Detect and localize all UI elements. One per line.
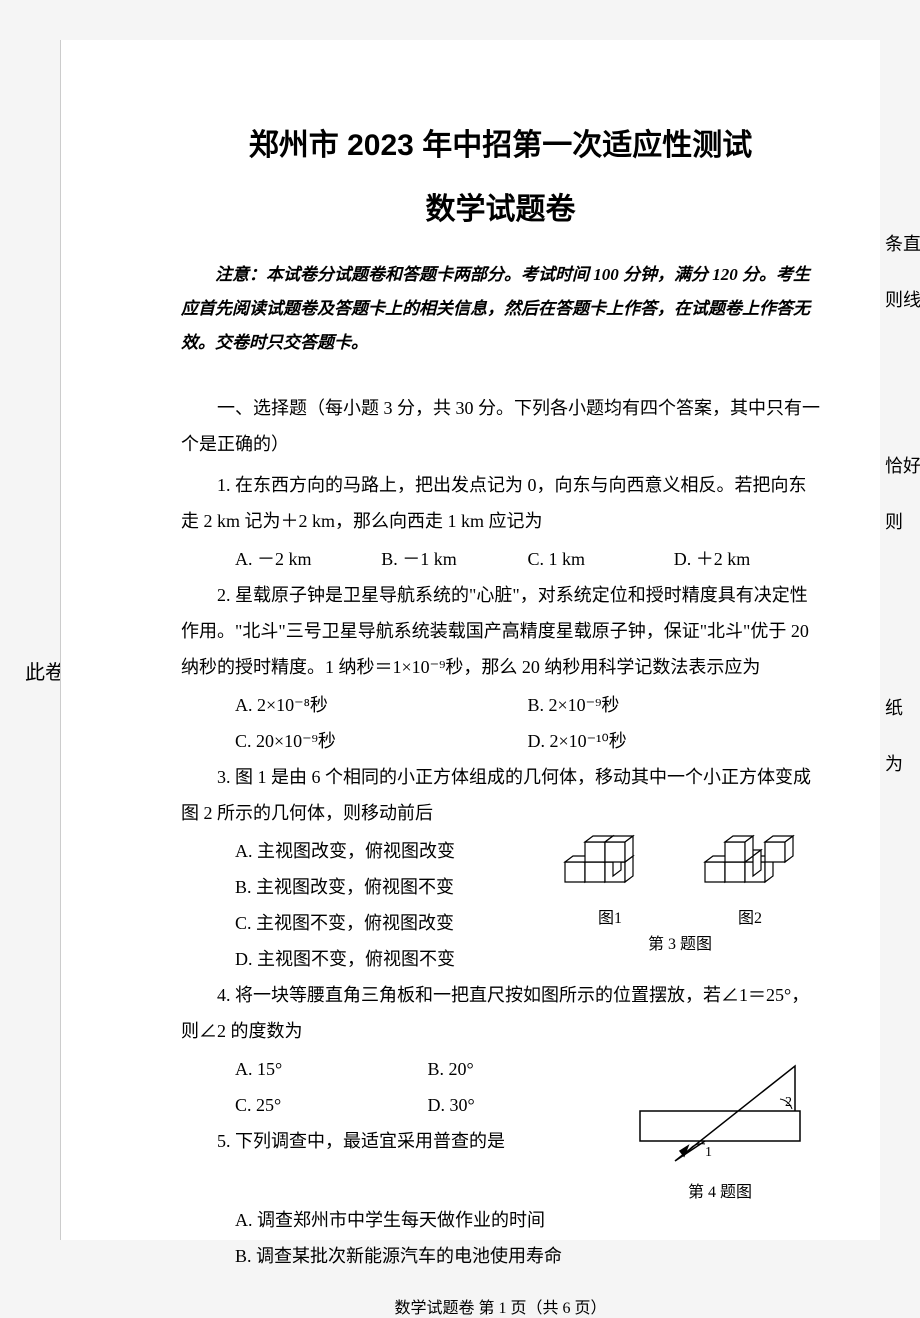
q2-option-a: A. 2×10⁻⁸秒 <box>235 687 528 723</box>
q4-caption: 第 4 题图 <box>620 1178 820 1202</box>
q4-option-b: B. 20° <box>428 1051 621 1087</box>
triangle-ruler-icon: 2 1 <box>630 1051 810 1171</box>
q3-option-c: C. 主视图不变，俯视图改变 <box>235 905 540 941</box>
q3-options: A. 主视图改变，俯视图改变 B. 主视图改变，俯视图不变 C. 主视图不变，俯… <box>181 833 540 977</box>
q3-fig1: 图1 <box>555 812 665 928</box>
q2-option-d: D. 2×10⁻¹⁰秒 <box>528 723 821 759</box>
section-header: 一、选择题（每小题 3 分，共 30 分。下列各小题均有四个答案，其中只有一个是… <box>181 390 820 462</box>
right-margin-text: 条直 则线 恰好 则 纸 为 <box>885 200 920 900</box>
q2-option-b: B. 2×10⁻⁹秒 <box>528 687 821 723</box>
q3-option-b: B. 主视图改变，俯视图不变 <box>235 869 540 905</box>
q4-figure: 2 1 第 4 题图 <box>620 1051 820 1202</box>
angle-1-label: 1 <box>705 1145 712 1160</box>
right-fragment: 为 <box>885 750 920 776</box>
fig1-label: 图1 <box>555 904 665 928</box>
q1-option-d: D. ＋2 km <box>674 541 820 577</box>
q1-option-a: A. －2 km <box>235 541 381 577</box>
question-5: 5. 下列调查中，最适宜采用普查的是 <box>181 1123 620 1159</box>
q4-option-c: C. 25° <box>235 1087 428 1123</box>
right-fragment: 恰好 <box>885 452 920 478</box>
right-fragment: 则 <box>885 508 920 534</box>
cubes-fig1-icon <box>555 812 665 897</box>
q4-options: A. 15° B. 20° C. 25° D. 30° 5. 下列调查中，最适宜… <box>181 1051 620 1202</box>
q2-options: A. 2×10⁻⁸秒 B. 2×10⁻⁹秒 C. 20×10⁻⁹秒 D. 2×1… <box>181 687 820 759</box>
exam-title: 郑州市 2023 年中招第一次适应性测试 <box>181 120 820 164</box>
exam-page: 郑州市 2023 年中招第一次适应性测试 数学试题卷 注意：本试卷分试题卷和答题… <box>60 40 880 1240</box>
q4-container: A. 15° B. 20° C. 25° D. 30° 5. 下列调查中，最适宜… <box>181 1051 820 1202</box>
q3-option-d: D. 主视图不变，俯视图不变 <box>235 941 540 977</box>
question-1: 1. 在东西方向的马路上，把出发点记为 0，向东与向西意义相反。若把向东走 2 … <box>181 467 820 539</box>
q4-option-a: A. 15° <box>235 1051 428 1087</box>
q3-container: A. 主视图改变，俯视图改变 B. 主视图改变，俯视图不变 C. 主视图不变，俯… <box>181 833 820 977</box>
q5-options: A. 调查郑州市中学生每天做作业的时间 B. 调查某批次新能源汽车的电池使用寿命 <box>181 1202 820 1274</box>
q5-option-b: B. 调查某批次新能源汽车的电池使用寿命 <box>235 1238 820 1274</box>
q1-option-c: C. 1 km <box>528 541 674 577</box>
q3-figures: 图1 图2 第 3 题图 <box>540 833 820 977</box>
exam-subtitle: 数学试题卷 <box>181 184 820 228</box>
question-2: 2. 星载原子钟是卫星导航系统的"心脏"，对系统定位和授时精度具有决定性作用。"… <box>181 577 820 685</box>
binding-char: 此 <box>25 656 45 685</box>
fig2-label: 图2 <box>695 904 805 928</box>
q1-options: A. －2 km B. －1 km C. 1 km D. ＋2 km <box>181 541 820 577</box>
right-fragment: 条直 <box>885 230 920 256</box>
right-fragment: 则线 <box>885 286 920 312</box>
q2-option-c: C. 20×10⁻⁹秒 <box>235 723 528 759</box>
q3-caption: 第 3 题图 <box>540 930 820 954</box>
q3-option-a: A. 主视图改变，俯视图改变 <box>235 833 540 869</box>
q5-option-a: A. 调查郑州市中学生每天做作业的时间 <box>235 1202 820 1238</box>
exam-notice: 注意：本试卷分试题卷和答题卡两部分。考试时间 100 分钟，满分 120 分。考… <box>181 258 820 360</box>
cubes-fig2-icon <box>695 812 805 897</box>
q1-option-b: B. －1 km <box>381 541 527 577</box>
q3-fig2: 图2 <box>695 812 805 928</box>
q4-option-d: D. 30° <box>428 1087 621 1123</box>
right-fragment: 纸 <box>885 694 920 720</box>
question-4: 4. 将一块等腰直角三角板和一把直尺按如图所示的位置摆放，若∠1＝25°，则∠2… <box>181 977 820 1049</box>
page-footer: 数学试题卷 第 1 页（共 6 页） <box>181 1294 820 1318</box>
